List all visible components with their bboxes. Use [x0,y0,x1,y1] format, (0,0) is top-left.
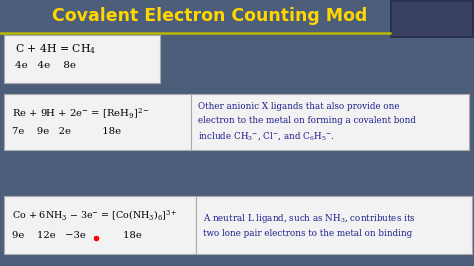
FancyBboxPatch shape [4,35,160,83]
FancyBboxPatch shape [196,196,472,254]
FancyBboxPatch shape [191,94,469,150]
Text: 9e    12e   −3e: 9e 12e −3e [12,231,86,239]
Text: 4e   4e    8e: 4e 4e 8e [15,61,76,70]
Text: Co + 6NH$_{3}$ − 3e$^{-}$ = [Co(NH$_{3}$)$_{6}$]$^{3+}$: Co + 6NH$_{3}$ − 3e$^{-}$ = [Co(NH$_{3}$… [12,209,178,223]
Text: C + 4H = CH$_{4}$: C + 4H = CH$_{4}$ [15,42,96,56]
Text: Covalent Electron Counting Mod: Covalent Electron Counting Mod [52,7,368,25]
FancyBboxPatch shape [390,0,474,38]
Text: 18e: 18e [98,231,142,239]
FancyBboxPatch shape [392,2,472,36]
Text: A neutral L ligand, such as NH$_{3}$, contributes its
two lone pair electrons to: A neutral L ligand, such as NH$_{3}$, co… [203,212,416,238]
Text: 7e    9e   2e          18e: 7e 9e 2e 18e [12,127,121,136]
Text: Other anionic X ligands that also provide one
electron to the metal on forming a: Other anionic X ligands that also provid… [198,102,416,142]
FancyBboxPatch shape [4,94,191,150]
Text: Re + 9H + 2e$^{-}$ = [ReH$_{9}$]$^{2-}$: Re + 9H + 2e$^{-}$ = [ReH$_{9}$]$^{2-}$ [12,107,150,121]
FancyBboxPatch shape [4,196,196,254]
